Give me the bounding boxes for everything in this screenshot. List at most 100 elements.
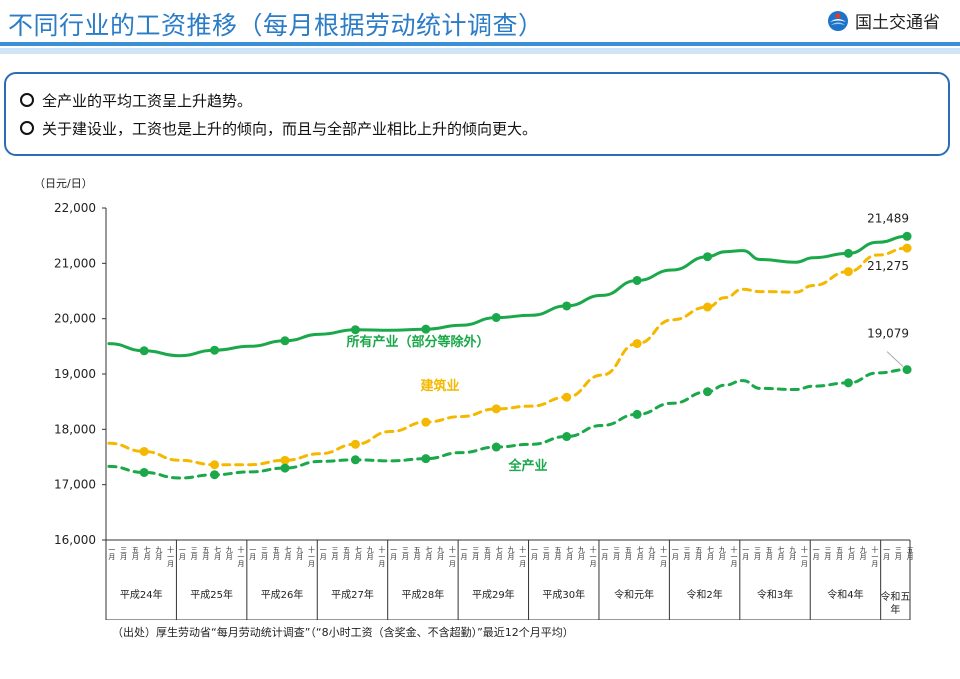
data-point (280, 463, 290, 473)
ministry-logo-icon (828, 10, 848, 31)
data-point (632, 409, 642, 419)
x-month-label: 十一月 (730, 545, 738, 568)
data-point (843, 267, 853, 277)
x-month-label: 十一月 (448, 545, 456, 568)
x-year-label: 令和3年 (757, 588, 793, 601)
x-month-label: 五月 (695, 546, 703, 561)
y-tick-label: 19,000 (54, 367, 96, 381)
x-month-label: 三月 (331, 546, 339, 561)
x-month-label: 一月 (108, 546, 116, 561)
summary-box: 全产业的平均工资呈上升趋势。 关于建设业，工资也是上升的倾向，而且与全部产业相比… (4, 72, 950, 156)
x-year-label: 平成29年 (472, 588, 515, 601)
summary-bullet-2: 关于建设业，工资也是上升的倾向，而且与全部产业相比上升的倾向更大。 (20, 118, 537, 139)
x-month-label: 三月 (824, 546, 832, 561)
data-point (562, 432, 572, 442)
end-value-label: 19,079 (867, 327, 909, 341)
data-point (843, 378, 853, 388)
x-month-label: 五月 (131, 546, 139, 561)
x-month-label: 七月 (354, 545, 362, 561)
x-month-label: 三月 (190, 546, 198, 561)
summary-bullet-1: 全产业的平均工资呈上升趋势。 (20, 90, 252, 111)
y-tick-label: 18,000 (54, 422, 96, 436)
data-point (703, 302, 713, 312)
x-month-label: 十一月 (800, 545, 808, 568)
ministry-logo[interactable]: 国土交通省 (827, 8, 940, 33)
series-label-0: 所有产业（部分等除外） (346, 334, 489, 350)
data-point (703, 387, 713, 397)
x-month-label: 一月 (178, 546, 186, 561)
x-month-label: 七月 (214, 545, 222, 561)
y-tick-label: 16,000 (54, 533, 96, 547)
x-month-label: 七月 (847, 545, 855, 561)
x-month-label: 九月 (366, 545, 374, 561)
header-rule-light (0, 48, 960, 54)
data-point (210, 470, 220, 480)
x-month-label: 七月 (425, 545, 433, 561)
data-point (491, 442, 501, 452)
data-point (902, 243, 912, 253)
x-month-label: 五月 (624, 546, 632, 561)
x-month-label: 九月 (225, 545, 233, 561)
data-point (562, 392, 572, 402)
x-month-label: 九月 (296, 545, 304, 561)
x-month-label: 五月 (202, 546, 210, 561)
x-month-label: 五月 (554, 546, 562, 561)
x-year-label: 平成27年 (331, 588, 374, 601)
data-point (703, 252, 713, 262)
x-month-label: 三月 (472, 546, 480, 561)
x-month-label: 三月 (753, 546, 761, 561)
x-month-label: 九月 (155, 545, 163, 561)
x-year-label: 平成25年 (190, 588, 233, 601)
ring-bullet-icon (20, 121, 34, 135)
y-tick-label: 20,000 (54, 312, 96, 326)
chart-series (107, 231, 912, 480)
x-month-label: 七月 (566, 545, 574, 561)
x-month-label: 十一月 (519, 545, 527, 568)
x-month-label: 七月 (777, 545, 785, 561)
y-axis-label: （日元/日） (34, 177, 93, 190)
data-point (350, 325, 360, 335)
x-month-label: 五月 (343, 546, 351, 561)
x-month-label: 七月 (495, 545, 503, 561)
x-month-label: 一月 (390, 546, 398, 561)
x-month-label: 十一月 (871, 545, 879, 568)
data-point (280, 336, 290, 346)
data-point (843, 248, 853, 258)
header-rule (0, 42, 960, 46)
x-month-label: 九月 (789, 545, 797, 561)
wage-line-chart: （日元/日） 16,000 17,000 18,000 19,000 20,000 21,0… (34, 177, 914, 620)
x-month-label: 九月 (648, 545, 656, 561)
x-month-label: 五月 (484, 546, 492, 561)
x-month-label: 三月 (120, 546, 128, 561)
x-month-label: 一月 (249, 546, 257, 561)
x-month-label: 三月 (613, 546, 621, 561)
series-line-1 (107, 246, 909, 467)
x-month-label: 九月 (859, 545, 867, 561)
series-label-1: 建筑业 (420, 378, 459, 394)
data-point (491, 404, 501, 414)
x-month-label: 一月 (601, 546, 609, 561)
data-point (139, 467, 149, 477)
x-month-label: 一月 (460, 546, 468, 561)
summary-bullet-text: 关于建设业，工资也是上升的倾向，而且与全部产业相比上升的倾向更大。 (42, 120, 538, 138)
x-month-label: 三月 (542, 546, 550, 561)
x-year-label: 令和五 (880, 590, 910, 603)
x-year-label: 平成30年 (542, 588, 585, 601)
data-point (562, 301, 572, 311)
x-month-label: 十一月 (167, 545, 175, 568)
x-year-label: 令和4年 (827, 588, 863, 601)
x-month-label: 九月 (437, 545, 445, 561)
data-point (139, 346, 149, 356)
x-month-label: 十一月 (307, 545, 315, 568)
x-month-label: 十一月 (237, 545, 245, 568)
x-month-label: 五月 (836, 546, 844, 561)
series-line-0 (107, 234, 909, 358)
y-tick-label: 21,000 (54, 256, 96, 270)
data-point (632, 339, 642, 349)
x-month-label: 一月 (812, 546, 820, 561)
x-month-label: 七月 (707, 545, 715, 561)
x-month-label: 三月 (401, 546, 409, 561)
ministry-logo-text: 国土交通省 (855, 13, 940, 33)
x-year-label: 令和元年 (614, 588, 654, 601)
